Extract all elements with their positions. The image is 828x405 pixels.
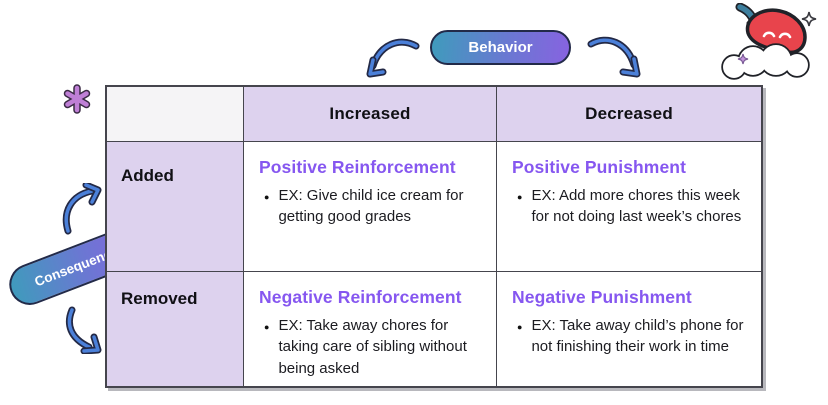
arrow-up-right-icon	[62, 183, 102, 235]
cell-title: Negative Punishment	[512, 287, 692, 307]
cell-positive-reinforcement: Positive Reinforcement EX: Give child ic…	[244, 142, 497, 272]
arrow-down-left-icon	[366, 38, 420, 78]
cell-negative-punishment: Negative Punishment EX: Take away child’…	[497, 272, 761, 386]
cell-example: EX: Add more chores this week for not do…	[512, 185, 747, 228]
cell-title: Positive Reinforcement	[259, 157, 456, 177]
asterisk-icon	[63, 84, 91, 114]
cell-title: Positive Punishment	[512, 157, 687, 177]
corner-cell	[107, 87, 244, 142]
cell-example: EX: Give child ice cream for getting goo…	[259, 185, 482, 228]
behavior-pill: Behavior	[430, 30, 571, 65]
row-header-added: Added	[107, 142, 244, 272]
cell-title: Negative Reinforcement	[259, 287, 462, 307]
conditioning-matrix-table: Increased Decreased Added Positive Reinf…	[105, 85, 763, 388]
arrow-down-right-icon	[65, 306, 102, 354]
column-header-decreased: Decreased	[497, 87, 761, 142]
pepper-on-cloud-illustration	[721, 3, 817, 80]
arrow-down-right-icon	[587, 36, 641, 78]
column-header-increased: Increased	[244, 87, 497, 142]
cell-example: EX: Take away child’s phone for not fini…	[512, 315, 747, 358]
cell-example: EX: Take away chores for taking care of …	[259, 315, 482, 379]
sparkle-icon	[801, 11, 817, 27]
cell-positive-punishment: Positive Punishment EX: Add more chores …	[497, 142, 761, 272]
cell-negative-reinforcement: Negative Reinforcement EX: Take away cho…	[244, 272, 497, 386]
row-header-removed: Removed	[107, 272, 244, 386]
behavior-label: Behavior	[468, 39, 533, 56]
sparkle-icon	[737, 53, 749, 65]
